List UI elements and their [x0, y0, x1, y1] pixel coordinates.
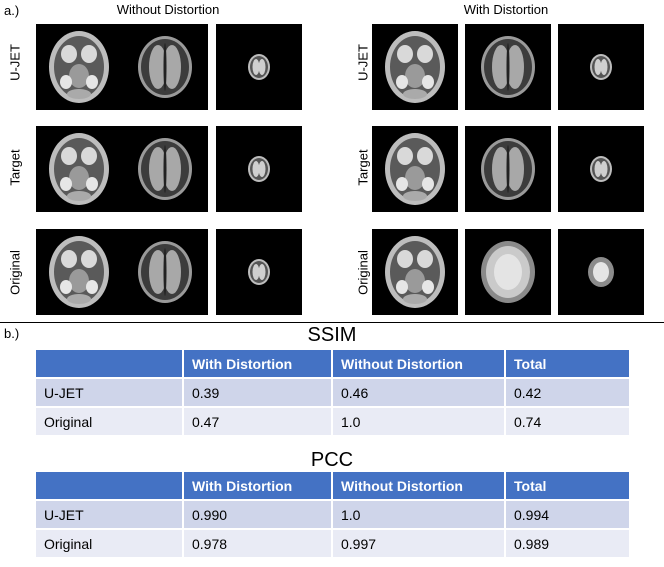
- mri-image-with-target-skull: [372, 126, 458, 212]
- row-label-original-right: Original: [355, 250, 371, 295]
- table-cell: 0.989: [505, 528, 629, 557]
- pcc-table-title: PCC: [310, 449, 354, 471]
- ssim-header-cell: Total: [505, 350, 629, 378]
- mri-image-with-ujet-skull: [372, 24, 458, 110]
- table-cell: 0.47: [183, 406, 333, 435]
- mri-image-without-target-small: [216, 126, 302, 212]
- mri-image-without-original-skull: [36, 229, 122, 315]
- table-cell: 1.0: [332, 499, 506, 529]
- pcc-header-cell: Total: [505, 472, 629, 500]
- pcc-header-cell: With Distortion: [183, 472, 333, 500]
- table-cell: 0.978: [183, 528, 333, 557]
- mri-image-with-original-brain: [465, 229, 551, 315]
- ssim-header-cell: [36, 350, 184, 378]
- mri-image-without-target-skull: [36, 126, 122, 212]
- mri-image-without-original-small: [216, 229, 302, 315]
- panel-b-label: b.): [4, 326, 20, 341]
- ssim-table: With Distortion Without Distortion Total…: [36, 350, 629, 435]
- mri-image-with-original-small: [558, 229, 644, 315]
- table-cell: 0.46: [332, 377, 506, 407]
- table-cell: U-JET: [36, 377, 184, 407]
- ssim-header-cell: With Distortion: [183, 350, 333, 378]
- table-row: Original 0.47 1.0 0.74: [36, 406, 629, 435]
- pcc-header-cell: [36, 472, 184, 500]
- table-row: Original 0.978 0.997 0.989: [36, 528, 629, 557]
- table-cell: 0.39: [183, 377, 333, 407]
- table-row: U-JET 0.39 0.46 0.42: [36, 377, 629, 407]
- mri-image-with-target-small: [558, 126, 644, 212]
- row-label-target-left: Target: [7, 149, 23, 186]
- table-cell: 0.994: [505, 499, 629, 529]
- mri-image-with-ujet-small: [558, 24, 644, 110]
- row-label-ujet-right: U-JET: [355, 44, 371, 81]
- mri-image-with-original-skull: [372, 229, 458, 315]
- table-cell: 0.74: [505, 406, 629, 435]
- mri-image-without-original-brain: [122, 229, 208, 315]
- table-cell: 0.990: [183, 499, 333, 529]
- panel-a-label: a.): [4, 3, 20, 18]
- table-cell: 0.42: [505, 377, 629, 407]
- mri-image-with-target-brain: [465, 126, 551, 212]
- table-cell: 0.997: [332, 528, 506, 557]
- mri-image-with-ujet-brain: [465, 24, 551, 110]
- mri-image-without-ujet-skull: [36, 24, 122, 110]
- row-label-original-left: Original: [7, 250, 23, 295]
- table-row: U-JET 0.990 1.0 0.994: [36, 499, 629, 529]
- without-distortion-title: Without Distortion: [116, 2, 220, 17]
- ssim-header-cell: Without Distortion: [332, 350, 506, 378]
- table-cell: Original: [36, 406, 184, 435]
- mri-image-without-ujet-brain: [122, 24, 208, 110]
- table-cell: 1.0: [332, 406, 506, 435]
- table-cell: U-JET: [36, 499, 184, 529]
- ssim-header-row: With Distortion Without Distortion Total: [36, 350, 629, 378]
- table-cell: Original: [36, 528, 184, 557]
- mri-image-without-ujet-small: [216, 24, 302, 110]
- pcc-table: With Distortion Without Distortion Total…: [36, 472, 629, 557]
- mri-image-without-target-brain: [122, 126, 208, 212]
- pcc-header-row: With Distortion Without Distortion Total: [36, 472, 629, 500]
- row-label-ujet-left: U-JET: [7, 44, 23, 81]
- pcc-header-cell: Without Distortion: [332, 472, 506, 500]
- with-distortion-title: With Distortion: [463, 2, 549, 17]
- panel-divider: [0, 322, 664, 323]
- ssim-table-title: SSIM: [307, 324, 357, 346]
- row-label-target-right: Target: [355, 149, 371, 186]
